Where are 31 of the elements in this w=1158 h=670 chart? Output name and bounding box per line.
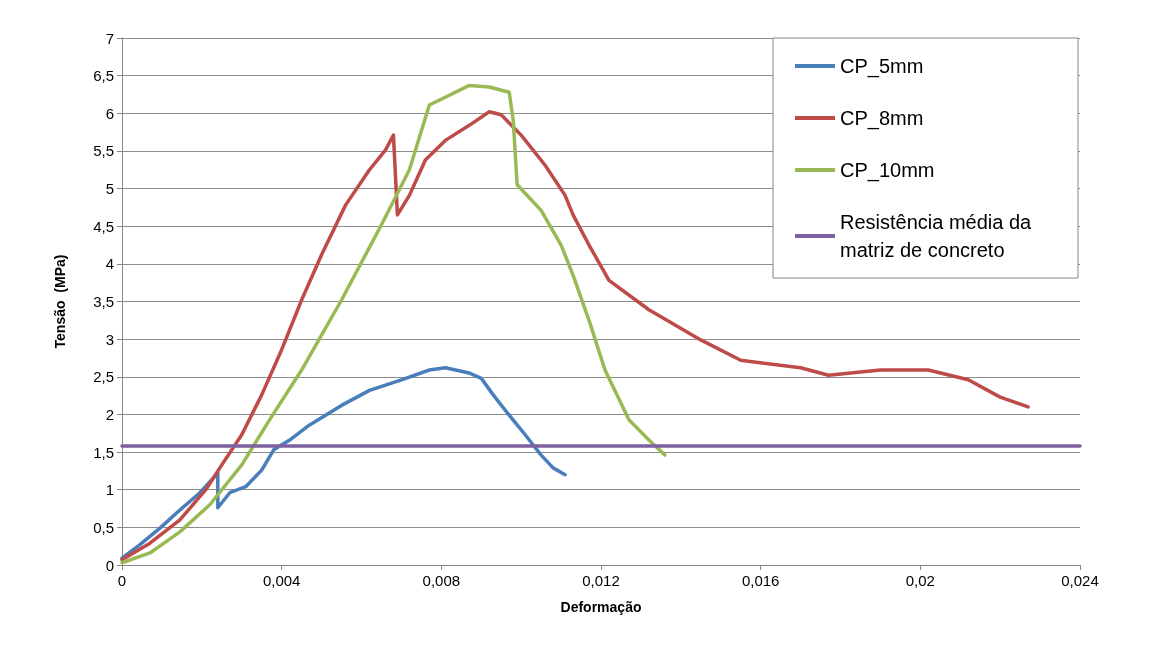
y-tick-label: 3,5 — [93, 293, 114, 310]
line-series — [120, 110, 1030, 562]
line-series — [120, 366, 567, 560]
y-tick-label: 6,5 — [93, 67, 114, 85]
y-tick-label: 1 — [105, 481, 114, 499]
x-tick-label: 0,024 — [1061, 572, 1099, 589]
y-tick-label: 5,5 — [93, 142, 114, 160]
y-tick-label: 7 — [105, 29, 114, 47]
x-tick-label: 0 — [117, 572, 127, 589]
y-tick-label: 2 — [105, 405, 114, 423]
legend-label: CP_8mm — [840, 107, 924, 130]
line-series — [120, 83, 667, 565]
x-axis-title: Deformação — [560, 599, 642, 615]
y-tick-label: 5 — [105, 180, 114, 198]
y-tick-label: 4 — [105, 255, 114, 273]
y-tick-label: 0 — [105, 556, 114, 574]
x-tick-label: 0,008 — [422, 572, 461, 589]
legend-label: CP_5mm — [840, 55, 924, 78]
y-tick-label: 0,5 — [93, 518, 114, 536]
y-tick-label: 2,5 — [93, 368, 114, 386]
legend-label: CP_10mm — [840, 159, 935, 182]
y-tick-label: 4,5 — [93, 217, 114, 235]
x-tick-label: 0,016 — [741, 572, 780, 589]
y-tick-label: 3 — [105, 330, 114, 348]
x-tick-label: 0,004 — [262, 572, 301, 589]
legend-label: Resistência média da matriz de concreto — [840, 211, 1037, 261]
x-tick-label: 0,02 — [905, 572, 935, 589]
y-axis-title: Tensão (MPa) — [52, 254, 68, 349]
x-tick-label: 0,012 — [582, 572, 620, 589]
y-tick-label: 1,5 — [93, 443, 114, 461]
y-tick-label: 6 — [105, 104, 114, 122]
